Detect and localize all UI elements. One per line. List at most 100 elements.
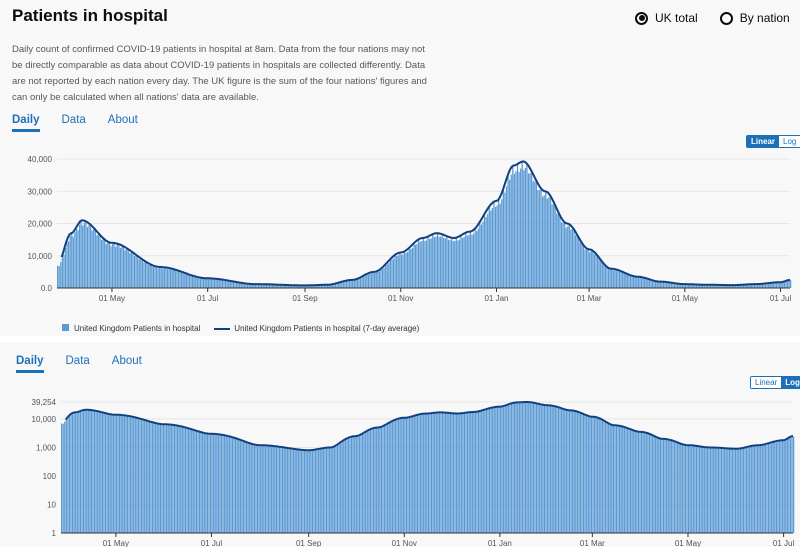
bar	[585, 249, 588, 288]
bar	[545, 191, 547, 288]
bar	[149, 264, 151, 288]
bar	[407, 417, 409, 533]
bar	[258, 445, 260, 533]
bar	[620, 426, 622, 533]
bar	[264, 284, 266, 288]
bar	[493, 408, 495, 533]
bar	[490, 408, 492, 533]
bar	[597, 418, 599, 533]
bar	[684, 284, 687, 288]
bar	[695, 284, 698, 288]
bar	[200, 432, 202, 533]
bar	[633, 276, 635, 288]
bar	[481, 411, 483, 533]
radio-by-nation[interactable]: By nation	[719, 11, 790, 25]
bar	[636, 277, 638, 288]
bar	[122, 246, 125, 288]
bar	[405, 418, 408, 533]
tab-data[interactable]: Data	[61, 114, 86, 126]
bar	[162, 268, 164, 288]
bar	[118, 415, 121, 533]
log-button[interactable]: Log	[781, 377, 800, 388]
bar	[330, 284, 332, 288]
bar	[360, 434, 362, 533]
bar	[494, 207, 497, 288]
bar	[644, 277, 646, 288]
bar	[758, 284, 760, 288]
bar	[141, 259, 144, 288]
bar	[99, 235, 101, 288]
scale-toggle-bottom: Linear Log	[750, 376, 800, 389]
tab-data[interactable]: Data	[65, 355, 90, 367]
bar	[744, 284, 746, 288]
bar	[639, 432, 641, 533]
bar	[122, 415, 124, 533]
bar	[376, 428, 378, 533]
bar	[201, 277, 203, 288]
bar	[552, 204, 555, 288]
tab-daily[interactable]: Daily	[16, 355, 44, 373]
bar	[757, 284, 759, 288]
tab-about[interactable]: About	[111, 355, 142, 367]
bar	[67, 418, 69, 533]
bar	[700, 447, 702, 533]
bar	[667, 282, 669, 288]
bar	[763, 284, 765, 288]
linear-button[interactable]: Linear	[751, 377, 782, 388]
bar	[681, 444, 683, 533]
bar	[731, 448, 734, 533]
bar	[75, 412, 77, 533]
description: Daily count of confirmed COVID-19 patien…	[12, 44, 427, 103]
bar	[582, 414, 585, 533]
bar	[563, 221, 566, 288]
bar	[352, 279, 354, 288]
log-button[interactable]: Log	[779, 136, 800, 147]
bar	[325, 448, 328, 533]
bar	[529, 173, 531, 288]
y-tick-label: 20,000	[28, 220, 53, 229]
bar	[466, 235, 468, 288]
bar	[240, 282, 242, 288]
radio-uk-total[interactable]: UK total	[635, 11, 698, 25]
linear-chart: 0.0 10,000 20,000 30,000 40,000 01 May 01 Jul 0…	[28, 155, 792, 303]
bar	[418, 415, 420, 533]
bar	[228, 281, 230, 288]
bar	[788, 280, 790, 288]
bar	[288, 449, 290, 533]
bar	[413, 243, 415, 288]
bar	[766, 444, 768, 533]
bar	[260, 446, 262, 533]
bar	[271, 445, 273, 533]
bar	[509, 179, 511, 288]
bar	[355, 280, 357, 288]
bar	[733, 449, 735, 533]
bar	[71, 233, 73, 288]
y-tick-label: 40,000	[28, 155, 53, 164]
bar	[556, 407, 558, 533]
bar	[404, 418, 406, 533]
bar	[520, 402, 522, 533]
bar	[753, 284, 756, 288]
bar	[310, 450, 312, 533]
bar	[675, 441, 677, 533]
bar	[410, 417, 412, 533]
bar	[653, 280, 655, 288]
bar	[695, 446, 698, 533]
bar	[692, 284, 694, 288]
x-tick-label: 01 Sep	[296, 539, 322, 547]
tab-about[interactable]: About	[107, 114, 138, 126]
bar	[153, 422, 155, 533]
bar	[187, 428, 190, 533]
linear-button[interactable]: Linear	[747, 136, 780, 147]
bar	[703, 447, 705, 533]
bar	[166, 269, 169, 288]
bar	[203, 433, 205, 533]
bar	[86, 410, 88, 533]
bar	[391, 422, 393, 533]
bar	[60, 262, 62, 288]
bar	[509, 404, 511, 533]
tab-daily[interactable]: Daily	[12, 114, 40, 132]
bar	[783, 281, 785, 288]
bar	[137, 256, 139, 288]
bar	[482, 221, 484, 288]
